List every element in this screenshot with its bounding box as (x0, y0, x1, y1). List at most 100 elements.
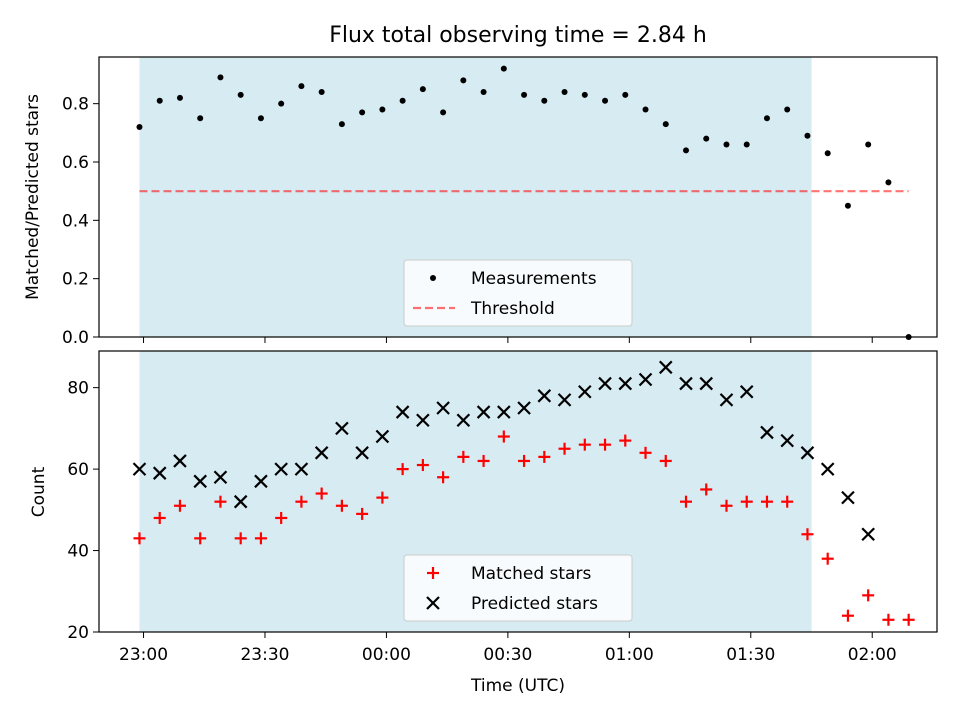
predicted-star-point (254, 474, 268, 489)
matched-star-point (558, 442, 571, 455)
predicted-star-point (193, 474, 207, 489)
measurement-point (419, 86, 426, 93)
predicted-star-point (638, 372, 653, 387)
predicted-cross-stroke (658, 360, 673, 375)
predicted-star-point (314, 446, 329, 460)
matched-star-point (720, 499, 733, 512)
measurement-point (176, 94, 183, 101)
y-tick-label: 20 (67, 623, 89, 643)
measurement-point (318, 89, 325, 95)
measurement-point (824, 150, 831, 157)
predicted-cross-stroke (739, 384, 754, 399)
predicted-cross-stroke (618, 376, 633, 391)
matched-star-point (599, 438, 612, 451)
predicted-star-point (416, 413, 430, 428)
bottom-x-axis: 23:00 23:30 00:00 00:30 01:00 01:30 02:00 (119, 632, 897, 665)
measurement-point (521, 91, 528, 98)
x-tick-label: 02:00 (848, 645, 897, 665)
measurement-point (359, 109, 366, 116)
y-tick-label: 0.6 (62, 153, 89, 173)
predicted-cross-stroke (335, 421, 349, 436)
predicted-star-point (456, 413, 471, 428)
top-y-axis-label: Matched/Predicted stars (23, 94, 43, 300)
measurement-point (197, 115, 204, 122)
y-tick-label: 0.0 (62, 328, 89, 348)
predicted-star-point (355, 446, 369, 460)
matched-star-point (376, 491, 389, 504)
legend-predicted-marker (426, 596, 440, 610)
measurement-point (399, 97, 406, 104)
measurement-point (844, 202, 851, 209)
matched-star-point (862, 589, 875, 602)
predicted-star-point (476, 405, 491, 419)
matched-star-point (760, 495, 773, 508)
y-tick-label: 0.8 (62, 95, 89, 115)
measurement-point (561, 89, 568, 95)
predicted-cross-stroke (800, 446, 815, 460)
matched-star-point (781, 495, 794, 508)
matched-star-point (234, 532, 247, 545)
predicted-cross-stroke (517, 401, 531, 415)
matched-star-point (396, 463, 409, 476)
legend-measurements-label: Measurements (471, 269, 597, 289)
top-x-ticks (143, 337, 873, 343)
matched-star-point (133, 532, 146, 545)
predicted-cross-stroke (213, 470, 228, 485)
predicted-star-point (395, 405, 410, 419)
measurement-point (662, 121, 669, 128)
predicted-star-point (132, 462, 147, 476)
measurement-point (642, 106, 649, 113)
measurement-point (278, 100, 285, 107)
predicted-star-point (780, 433, 794, 448)
predicted-star-point (173, 454, 187, 468)
predicted-star-point (618, 376, 633, 391)
matched-star-point (437, 471, 450, 484)
predicted-cross-stroke (537, 389, 552, 403)
y-tick-label: 0.2 (62, 270, 89, 290)
matched-star-point (801, 528, 814, 541)
x-tick-label: 01:00 (605, 645, 654, 665)
predicted-star-point (274, 462, 288, 476)
predicted-cross-stroke (375, 429, 390, 444)
matched-star-point (821, 552, 834, 565)
predicted-cross-stroke (780, 433, 794, 448)
matched-star-point (194, 532, 207, 545)
legend-matched-label: Matched stars (471, 564, 591, 584)
y-tick-label: 80 (67, 379, 89, 399)
predicted-cross-stroke (820, 462, 835, 476)
measurement-point (257, 115, 264, 122)
predicted-cross-stroke (193, 474, 207, 489)
predicted-star-point (679, 376, 693, 391)
predicted-cross-stroke (679, 376, 693, 391)
measurement-point (217, 74, 224, 81)
predicted-star-point (375, 429, 390, 444)
predicted-star-point (861, 527, 875, 542)
measurement-point (703, 135, 710, 142)
matched-star-point (214, 495, 227, 508)
predicted-star-point (800, 446, 815, 460)
predicted-cross-stroke (132, 462, 147, 476)
predicted-cross-stroke (476, 405, 491, 419)
measurement-point (581, 91, 588, 98)
predicted-star-point (739, 384, 754, 399)
measurement-point (440, 109, 447, 116)
predicted-cross-stroke (254, 474, 268, 489)
matched-star-point (619, 434, 632, 447)
predicted-cross-stroke (578, 384, 592, 399)
predicted-star-point (537, 389, 552, 403)
matched-star-point (295, 495, 308, 508)
measurement-point (156, 97, 163, 104)
matched-star-point (477, 454, 490, 467)
x-tick-label: 00:00 (362, 645, 411, 665)
matched-star-point (497, 430, 510, 443)
ratio-panel: 0.00.20.40.60.8 Matched/Predicted stars … (23, 56, 938, 348)
predicted-star-point (517, 401, 531, 415)
matched-star-point (639, 446, 652, 459)
measurement-point (804, 132, 811, 139)
predicted-cross-stroke (456, 413, 471, 428)
x-tick-label: 01:30 (726, 645, 775, 665)
measurement-point (865, 141, 872, 148)
measurement-point (136, 124, 143, 130)
matched-star-point (254, 532, 267, 545)
